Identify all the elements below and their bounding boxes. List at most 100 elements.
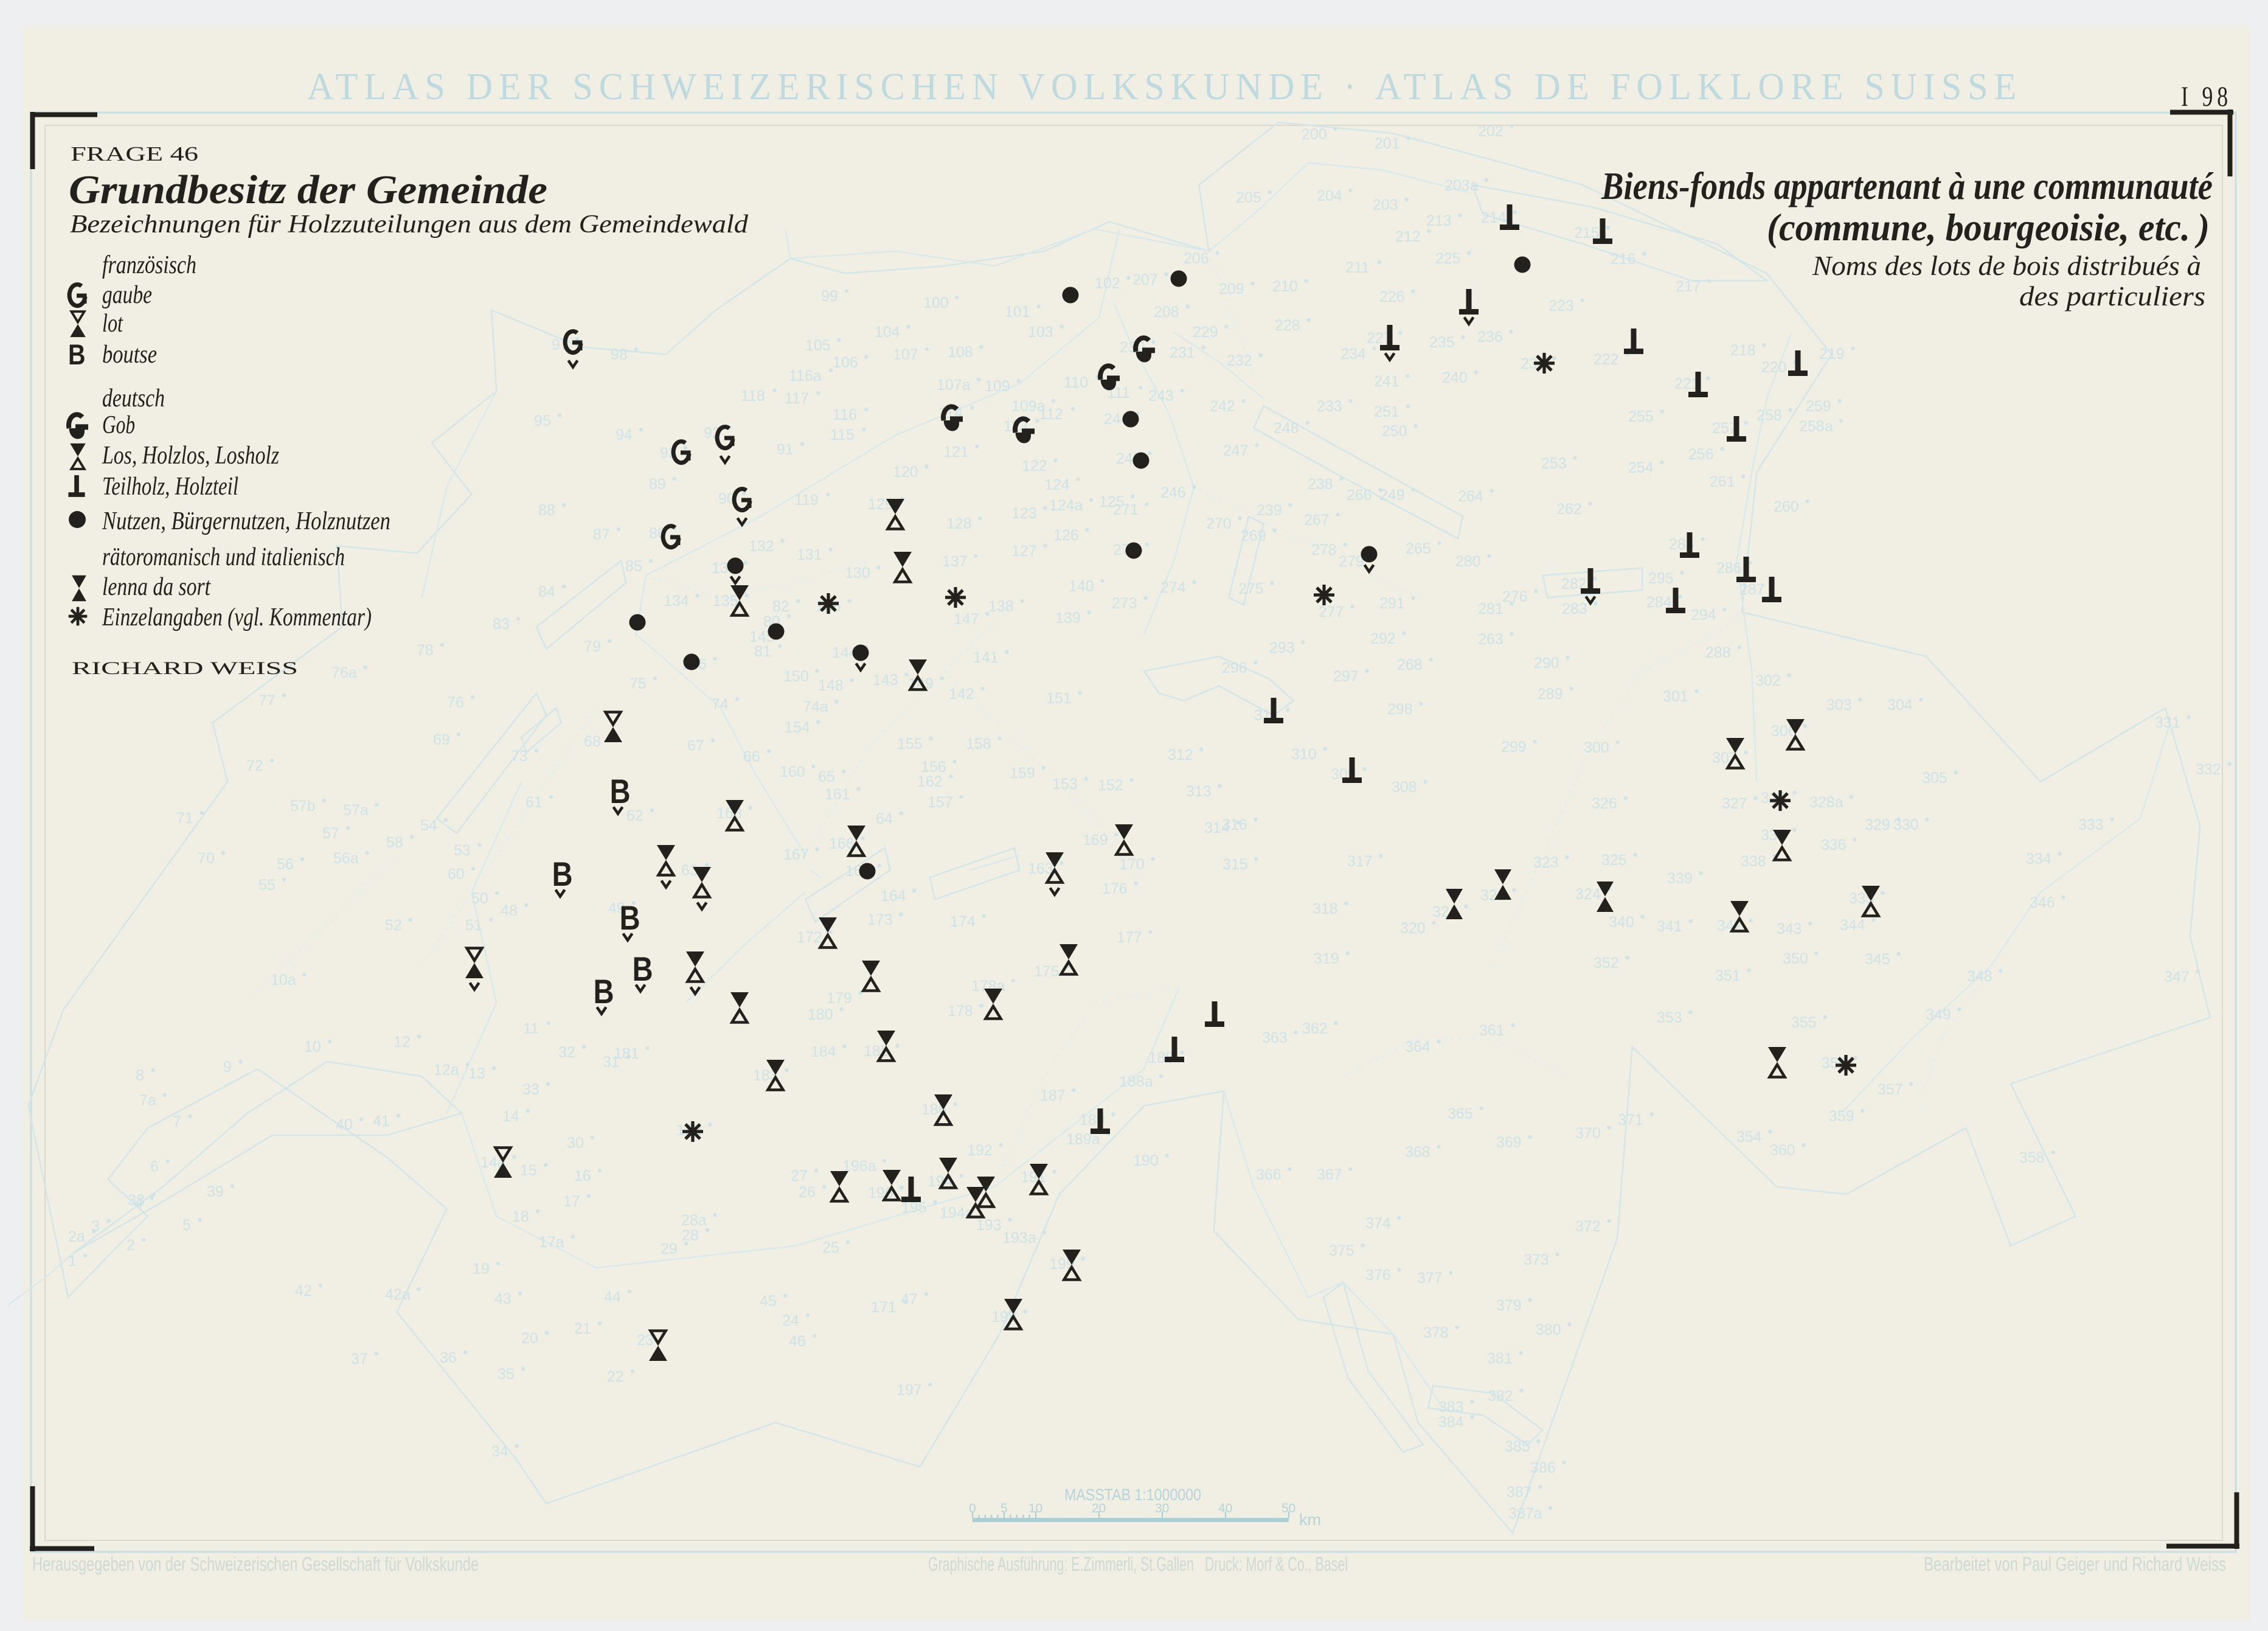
svg-text:109: 109: [985, 378, 1010, 395]
svg-text:324: 324: [1575, 886, 1601, 903]
svg-text:gaube: gaube: [102, 281, 152, 309]
svg-text:365: 365: [1448, 1105, 1473, 1122]
svg-text:217: 217: [1676, 278, 1701, 295]
svg-text:119: 119: [794, 492, 819, 509]
svg-text:89: 89: [649, 476, 666, 493]
svg-text:180: 180: [808, 1006, 833, 1023]
svg-text:203a: 203a: [1444, 177, 1479, 194]
svg-text:134: 134: [664, 593, 689, 610]
svg-text:382: 382: [1488, 1388, 1513, 1405]
svg-text:275: 275: [1238, 580, 1264, 597]
svg-text:255: 255: [1628, 408, 1654, 425]
svg-text:27: 27: [791, 1167, 808, 1184]
svg-text:75: 75: [629, 675, 647, 692]
svg-text:261: 261: [1710, 473, 1735, 490]
svg-text:124a: 124a: [1049, 497, 1083, 514]
svg-text:273: 273: [1112, 595, 1137, 612]
svg-text:35: 35: [498, 1366, 515, 1383]
svg-text:112: 112: [1039, 406, 1063, 423]
svg-text:193: 193: [976, 1217, 1002, 1234]
svg-text:135: 135: [713, 593, 738, 610]
svg-text:50: 50: [1281, 1501, 1295, 1515]
svg-text:142: 142: [949, 686, 974, 703]
svg-text:302: 302: [1755, 672, 1781, 689]
svg-text:boutse: boutse: [102, 341, 157, 369]
svg-text:129: 129: [868, 496, 893, 513]
svg-text:116a: 116a: [789, 367, 822, 384]
svg-text:12: 12: [394, 1034, 411, 1051]
svg-text:206: 206: [1184, 250, 1209, 267]
svg-text:12a: 12a: [434, 1062, 459, 1079]
svg-text:100: 100: [923, 294, 949, 311]
svg-text:9: 9: [223, 1059, 232, 1076]
svg-text:Nutzen, Bürgernutzen, Holznutz: Nutzen, Bürgernutzen, Holznutzen: [102, 507, 390, 535]
svg-text:11: 11: [523, 1020, 539, 1037]
svg-text:174: 174: [950, 913, 976, 930]
svg-text:225: 225: [1435, 250, 1461, 267]
svg-text:1: 1: [68, 1253, 77, 1270]
svg-text:238: 238: [1308, 476, 1333, 493]
svg-text:374: 374: [1365, 1215, 1391, 1232]
svg-text:318: 318: [1313, 900, 1338, 917]
svg-text:105: 105: [805, 337, 831, 354]
svg-text:187: 187: [1040, 1087, 1066, 1104]
svg-text:222: 222: [1593, 351, 1619, 368]
svg-text:38: 38: [128, 1192, 145, 1209]
svg-text:326: 326: [1592, 795, 1617, 812]
svg-text:317: 317: [1347, 853, 1373, 870]
svg-text:348: 348: [1967, 968, 1992, 985]
svg-text:258a: 258a: [1799, 418, 1833, 435]
svg-text:274: 274: [1160, 579, 1186, 596]
svg-text:französisch: französisch: [102, 251, 196, 279]
svg-text:99: 99: [821, 288, 838, 305]
svg-text:94: 94: [616, 426, 633, 443]
svg-text:158: 158: [966, 736, 991, 753]
svg-text:173: 173: [867, 911, 893, 928]
svg-text:160: 160: [780, 763, 805, 781]
svg-text:95: 95: [534, 412, 551, 429]
svg-text:352: 352: [1593, 955, 1619, 972]
svg-text:rätoromanisch und italienisch: rätoromanisch und italienisch: [102, 543, 345, 571]
svg-text:283: 283: [1562, 600, 1587, 617]
svg-text:25: 25: [822, 1239, 839, 1256]
svg-text:76: 76: [447, 694, 464, 711]
svg-text:170: 170: [1119, 856, 1145, 873]
svg-text:122: 122: [1022, 457, 1047, 475]
svg-text:381: 381: [1487, 1350, 1513, 1367]
svg-text:331: 331: [2155, 714, 2180, 731]
svg-text:258: 258: [1756, 407, 1782, 424]
svg-text:338: 338: [1741, 853, 1766, 870]
svg-text:351: 351: [1715, 967, 1741, 984]
svg-text:des particuliers: des particuliers: [2019, 280, 2205, 311]
svg-text:17: 17: [563, 1193, 580, 1210]
svg-text:50: 50: [471, 890, 488, 907]
svg-text:260: 260: [1774, 498, 1799, 515]
svg-text:Grundbesitz der Gemeinde: Grundbesitz der Gemeinde: [69, 167, 547, 212]
svg-text:40: 40: [1218, 1501, 1232, 1515]
svg-text:333: 333: [2078, 816, 2104, 833]
svg-text:66: 66: [743, 748, 760, 765]
svg-text:257: 257: [1712, 420, 1738, 437]
svg-text:247: 247: [1223, 442, 1249, 459]
svg-text:263: 263: [1478, 631, 1503, 648]
svg-text:265: 265: [1406, 540, 1431, 557]
svg-text:24: 24: [782, 1312, 799, 1329]
svg-text:147: 147: [954, 611, 979, 628]
svg-text:Bezeichnungen für Holzzuteilun: Bezeichnungen für Holzzuteilungen aus de…: [70, 210, 749, 238]
svg-text:201: 201: [1375, 135, 1400, 152]
svg-text:2: 2: [127, 1237, 135, 1254]
svg-text:211: 211: [1345, 259, 1370, 276]
svg-text:deutsch: deutsch: [102, 384, 165, 412]
svg-text:359: 359: [1829, 1108, 1854, 1125]
svg-text:236: 236: [1477, 329, 1503, 346]
svg-text:42: 42: [295, 1282, 312, 1299]
svg-text:29: 29: [661, 1240, 678, 1257]
svg-text:293: 293: [1269, 639, 1295, 656]
svg-text:Herausgegeben von der Schweize: Herausgegeben von der Schweizerischen Ge…: [32, 1553, 479, 1575]
svg-text:150: 150: [783, 668, 809, 685]
svg-text:44: 44: [604, 1288, 621, 1306]
svg-text:220: 220: [1761, 359, 1787, 376]
svg-text:56a: 56a: [333, 850, 359, 867]
svg-text:82: 82: [772, 598, 789, 615]
svg-text:118: 118: [741, 388, 765, 405]
